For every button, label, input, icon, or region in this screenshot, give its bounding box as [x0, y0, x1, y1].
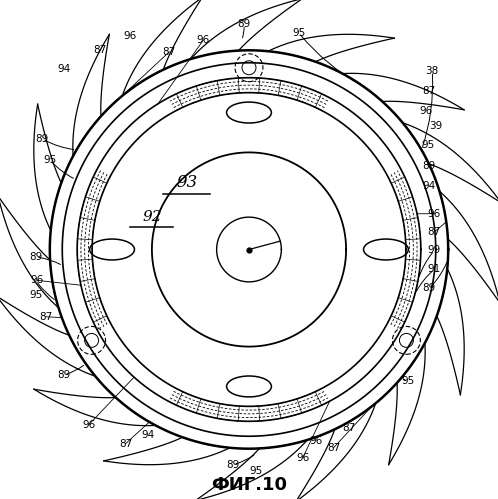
Text: 99: 99 [428, 246, 441, 255]
Text: 96: 96 [310, 436, 323, 446]
Text: 91: 91 [428, 264, 441, 274]
Text: ФИГ.10: ФИГ.10 [211, 476, 287, 494]
Text: 89: 89 [238, 19, 250, 29]
Text: 95: 95 [43, 155, 56, 165]
Text: 87: 87 [428, 227, 441, 237]
Text: 89: 89 [423, 161, 436, 171]
Text: 96: 96 [197, 35, 210, 45]
Text: 89: 89 [227, 460, 240, 470]
Text: 94: 94 [142, 430, 155, 440]
Text: 95: 95 [250, 466, 263, 476]
Text: 95: 95 [402, 376, 415, 386]
Text: 87: 87 [39, 312, 52, 322]
Text: 39: 39 [429, 121, 442, 131]
Text: 92: 92 [142, 210, 162, 224]
Text: 87: 87 [342, 423, 355, 433]
Text: 96: 96 [296, 453, 309, 463]
Text: 96: 96 [82, 420, 95, 430]
Text: 89: 89 [36, 134, 49, 144]
Text: 87: 87 [163, 47, 176, 57]
Text: 87: 87 [119, 439, 132, 449]
Text: 87: 87 [423, 86, 436, 96]
Text: 95: 95 [422, 140, 435, 150]
Text: 38: 38 [426, 66, 439, 76]
Text: 95: 95 [29, 290, 42, 300]
Text: 95: 95 [292, 28, 305, 38]
Text: 94: 94 [57, 64, 70, 74]
Text: 87: 87 [327, 443, 340, 453]
Text: 89: 89 [29, 252, 42, 262]
Text: 96: 96 [428, 209, 441, 219]
Text: 89: 89 [423, 283, 436, 293]
Text: 89: 89 [57, 370, 70, 380]
Text: 94: 94 [423, 181, 436, 191]
Text: 96: 96 [419, 106, 432, 116]
Text: 87: 87 [93, 45, 106, 55]
Text: 96: 96 [31, 275, 44, 285]
Text: 96: 96 [124, 31, 137, 41]
Text: 93: 93 [176, 174, 197, 191]
